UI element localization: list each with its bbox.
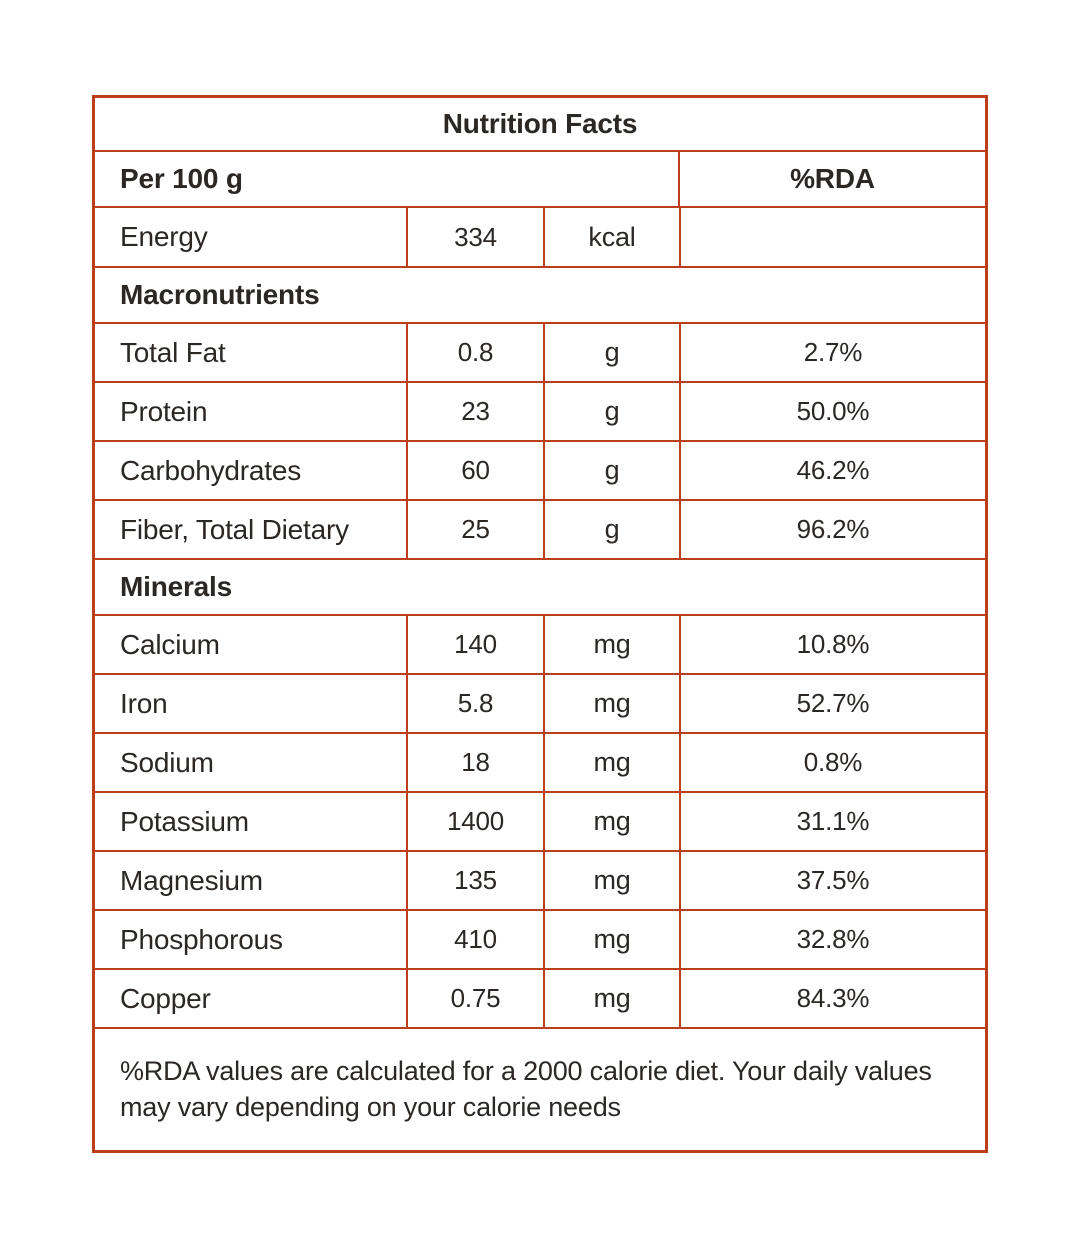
row-rda: 2.7%: [803, 337, 863, 367]
row-label: Potassium: [95, 793, 408, 850]
row-rda: 52.7%: [796, 688, 870, 718]
footnote-row: %RDA values are calculated for a 2000 ca…: [95, 1029, 985, 1150]
rda-footnote: %RDA values are calculated for a 2000 ca…: [120, 1055, 932, 1122]
row-label: Magnesium: [95, 852, 408, 909]
row-label: Calcium: [95, 616, 408, 673]
row-unit: g: [545, 501, 681, 558]
row-unit: mg: [545, 911, 681, 968]
row-unit: kcal: [545, 208, 681, 266]
table-row: Protein 23 g 50.0%: [95, 383, 985, 442]
row-label: Sodium: [95, 734, 408, 791]
table-row: Magnesium 135 mg 37.5%: [95, 852, 985, 911]
row-unit: mg: [545, 793, 681, 850]
row-rda: 50.0%: [796, 396, 870, 426]
row-rda: 31.1%: [796, 806, 870, 836]
row-value: 0.8: [408, 324, 545, 381]
table-row: Energy 334 kcal: [95, 208, 985, 268]
section-header-label: Macronutrients: [120, 279, 320, 310]
row-value: 25: [408, 501, 545, 558]
row-value: 410: [408, 911, 545, 968]
row-value: 23: [408, 383, 545, 440]
row-value: 18: [408, 734, 545, 791]
row-rda: [681, 208, 985, 266]
table-row: Total Fat 0.8 g 2.7%: [95, 324, 985, 383]
table-row: Carbohydrates 60 g 46.2%: [95, 442, 985, 501]
row-label: Protein: [95, 383, 408, 440]
row-label: Fiber, Total Dietary: [95, 501, 408, 558]
row-unit: g: [545, 324, 681, 381]
row-rda: 84.3%: [796, 983, 870, 1013]
section-header-label: Minerals: [120, 571, 232, 602]
row-value: 135: [408, 852, 545, 909]
row-unit: mg: [545, 852, 681, 909]
row-rda: 96.2%: [796, 514, 870, 544]
nutrition-facts-table: Nutrition Facts Per 100 g %RDA Energy 33…: [92, 95, 988, 1153]
row-value: 140: [408, 616, 545, 673]
table-row: Iron 5.8 mg 52.7%: [95, 675, 985, 734]
row-unit: mg: [545, 616, 681, 673]
serving-header: Per 100 g: [95, 152, 680, 206]
row-unit: mg: [545, 675, 681, 732]
row-value: 1400: [408, 793, 545, 850]
table-title: Nutrition Facts: [442, 108, 638, 139]
row-label: Energy: [95, 208, 408, 266]
row-value: 60: [408, 442, 545, 499]
row-rda: 0.8%: [803, 747, 863, 777]
table-row: Sodium 18 mg 0.8%: [95, 734, 985, 793]
rda-header: %RDA: [790, 163, 875, 194]
row-value: 5.8: [408, 675, 545, 732]
section-header-row: Macronutrients: [95, 268, 985, 324]
row-rda: 10.8%: [796, 629, 870, 659]
title-row: Nutrition Facts: [95, 98, 985, 152]
row-label: Total Fat: [95, 324, 408, 381]
row-unit: mg: [545, 734, 681, 791]
table-row: Copper 0.75 mg 84.3%: [95, 970, 985, 1029]
table-row: Phosphorous 410 mg 32.8%: [95, 911, 985, 970]
section-header-row: Minerals: [95, 560, 985, 616]
row-unit: g: [545, 383, 681, 440]
table-row: Fiber, Total Dietary 25 g 96.2%: [95, 501, 985, 560]
row-label: Iron: [95, 675, 408, 732]
row-label: Carbohydrates: [95, 442, 408, 499]
row-value: 0.75: [408, 970, 545, 1027]
row-label: Copper: [95, 970, 408, 1027]
header-row: Per 100 g %RDA: [95, 152, 985, 208]
row-unit: g: [545, 442, 681, 499]
row-unit: mg: [545, 970, 681, 1027]
row-rda: 46.2%: [796, 455, 870, 485]
table-row: Calcium 140 mg 10.8%: [95, 616, 985, 675]
table-row: Potassium 1400 mg 31.1%: [95, 793, 985, 852]
row-rda: 37.5%: [796, 865, 870, 895]
row-label: Phosphorous: [95, 911, 408, 968]
row-value: 334: [408, 208, 545, 266]
row-rda: 32.8%: [796, 924, 870, 954]
